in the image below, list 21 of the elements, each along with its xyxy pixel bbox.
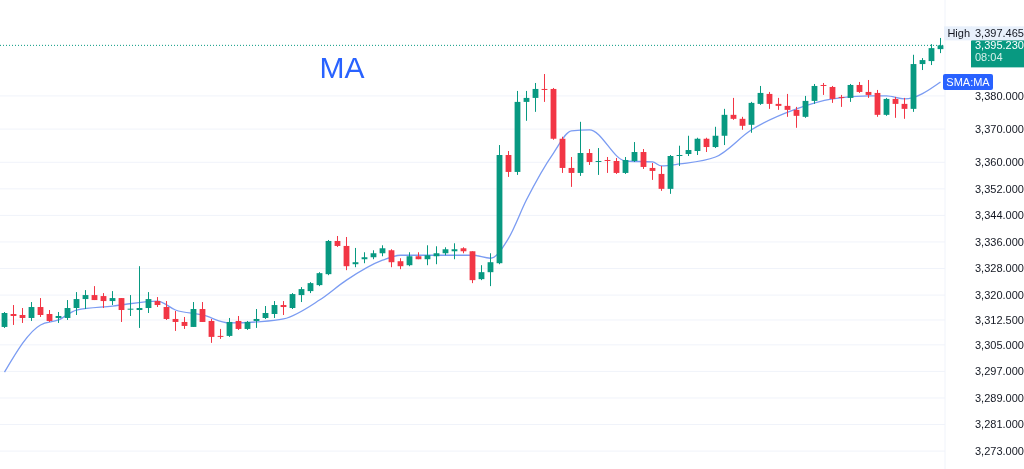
y-tick-label: 3,273.000 — [975, 444, 1024, 457]
y-tick-label: 3,281.000 — [975, 418, 1024, 431]
text: 3,397.465 — [975, 27, 1024, 40]
y-tick-label: 3,352.000 — [975, 182, 1024, 195]
y-tick-label: 3,305.000 — [975, 338, 1024, 351]
y-tick-label: 3,312.500 — [975, 313, 1024, 326]
y-tick-label: 3,289.000 — [975, 391, 1024, 404]
y-tick-label: 3,370.000 — [975, 122, 1024, 135]
ref-line-label: 3,395.230 — [975, 39, 1024, 52]
y-tick-label: 3,320.000 — [975, 288, 1024, 301]
text: MA — [319, 51, 365, 84]
y-tick-label: 3,328.000 — [975, 262, 1024, 275]
y-tick-label: 3,360.000 — [975, 156, 1024, 169]
y-tick-label: 3,336.000 — [975, 235, 1024, 248]
text: High — [947, 27, 970, 40]
y-tick-label: 3,297.000 — [975, 365, 1024, 378]
series-label: SMA:MA — [946, 75, 991, 88]
y-tick-label: 3,344.000 — [975, 209, 1024, 222]
y-tick-label: 3,380.000 — [975, 89, 1024, 102]
text: 08:04 — [975, 51, 1003, 64]
line-series — [3, 81, 942, 373]
